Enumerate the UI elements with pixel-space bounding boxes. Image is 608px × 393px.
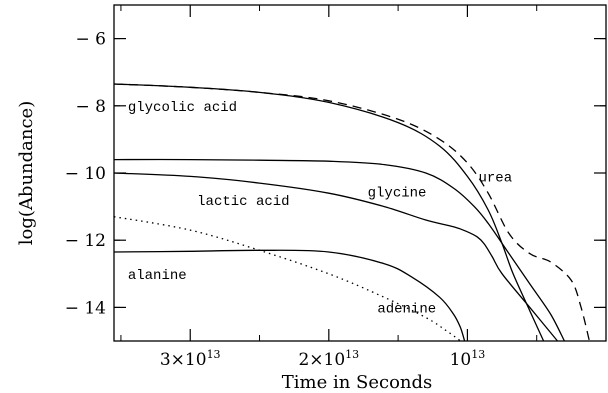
y-tick-label: − 10 bbox=[65, 164, 106, 184]
series-lactic-acid-line bbox=[113, 172, 559, 342]
series-urea-line bbox=[113, 83, 591, 342]
label-adenine: adenine bbox=[377, 301, 436, 317]
y-tick-label: − 12 bbox=[65, 231, 106, 251]
y-tick-label: − 8 bbox=[76, 97, 106, 117]
x-axis-title: Time in Seconds bbox=[282, 372, 433, 393]
label-urea: urea bbox=[478, 170, 512, 186]
series-lines bbox=[113, 83, 591, 342]
x-tick-label: 3×1013 bbox=[160, 348, 221, 370]
series-adenine-line bbox=[113, 216, 461, 342]
y-tick-label: − 14 bbox=[65, 298, 106, 318]
axis-ticks: − 6 − 8 − 10 − 12 − 14 3×1013 2×1013 1013 bbox=[65, 5, 606, 370]
series-glycine-line bbox=[113, 158, 565, 342]
label-alanine: alanine bbox=[128, 268, 187, 284]
label-glycolic-acid: glycolic acid bbox=[128, 100, 237, 116]
series-alanine-line bbox=[113, 249, 466, 342]
x-tick-label: 2×1013 bbox=[298, 348, 359, 370]
label-glycine: glycine bbox=[368, 185, 427, 201]
series-glycolic-acid-line bbox=[113, 83, 545, 342]
curve-annotations: glycolic acid urea glycine lactic acid alani… bbox=[128, 100, 512, 318]
label-lactic-acid: lactic acid bbox=[197, 194, 289, 210]
y-tick-label: − 6 bbox=[76, 30, 106, 50]
plot-frame bbox=[113, 4, 607, 342]
y-axis-title: log(Abundance) bbox=[16, 101, 37, 245]
x-tick-label: 1013 bbox=[450, 348, 486, 370]
